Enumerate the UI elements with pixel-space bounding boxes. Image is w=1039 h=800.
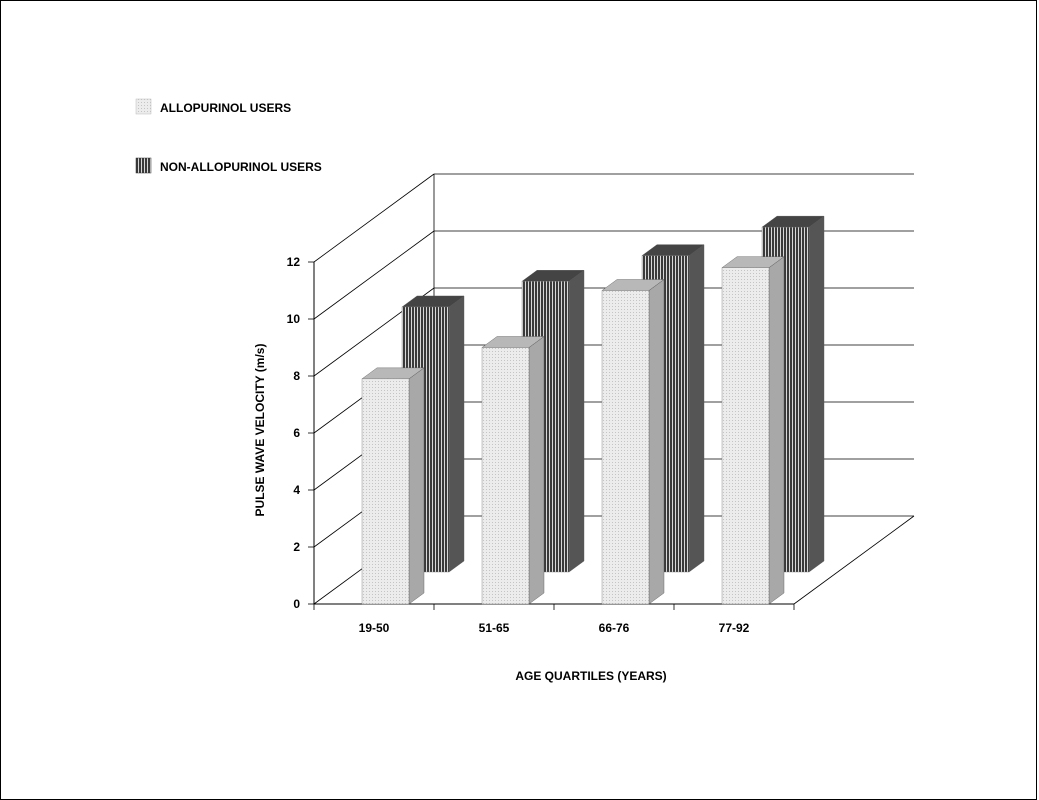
bar-allopurinol xyxy=(721,256,785,605)
gridline-diagonal xyxy=(313,230,435,320)
y-tick-label: 12 xyxy=(287,255,301,269)
bar-allopurinol-front xyxy=(361,378,410,605)
bar-allopurinol xyxy=(601,279,665,605)
bar-allopurinol-front xyxy=(601,290,650,605)
bar-non-allopurinol-side xyxy=(808,215,825,573)
bar-allopurinol-side xyxy=(528,336,545,605)
y-tick-label: 10 xyxy=(287,312,301,326)
y-axis-title: PULSE WAVE VELOCITY (m/s) xyxy=(253,344,267,517)
gridline-diagonal xyxy=(313,173,435,263)
bar-non-allopurinol-side xyxy=(568,269,585,573)
x-axis-title: AGE QUARTILES (YEARS) xyxy=(515,669,666,683)
bar-allopurinol-side xyxy=(768,256,785,605)
x-tick-label: 77-92 xyxy=(719,621,750,635)
bar-allopurinol-side xyxy=(408,367,425,605)
floor-edge xyxy=(793,515,915,605)
legend-label-allopurinol: ALLOPURINOL USERS xyxy=(160,101,291,115)
bars xyxy=(361,215,825,605)
legend-label-non-allopurinol: NON-ALLOPURINOL USERS xyxy=(160,160,322,174)
y-tick-label: 8 xyxy=(293,369,300,383)
bar-allopurinol xyxy=(481,336,545,605)
bar-non-allopurinol-side xyxy=(688,244,705,573)
x-tick-label: 66-76 xyxy=(599,621,630,635)
bar-non-allopurinol-side xyxy=(448,295,465,573)
bar-allopurinol-front xyxy=(721,267,770,605)
bar-allopurinol xyxy=(361,367,425,605)
y-tick-label: 0 xyxy=(293,597,300,611)
bar-allopurinol-side xyxy=(648,279,665,605)
y-tick-label: 4 xyxy=(293,483,300,497)
legend-swatch-allopurinol xyxy=(135,98,152,115)
y-tick-label: 6 xyxy=(293,426,300,440)
x-tick-label: 19-50 xyxy=(359,621,390,635)
y-tick-label: 2 xyxy=(293,540,300,554)
legend-swatch-non-allopurinol xyxy=(135,157,152,174)
x-tick-label: 51-65 xyxy=(479,621,510,635)
bar-allopurinol-front xyxy=(481,347,530,605)
